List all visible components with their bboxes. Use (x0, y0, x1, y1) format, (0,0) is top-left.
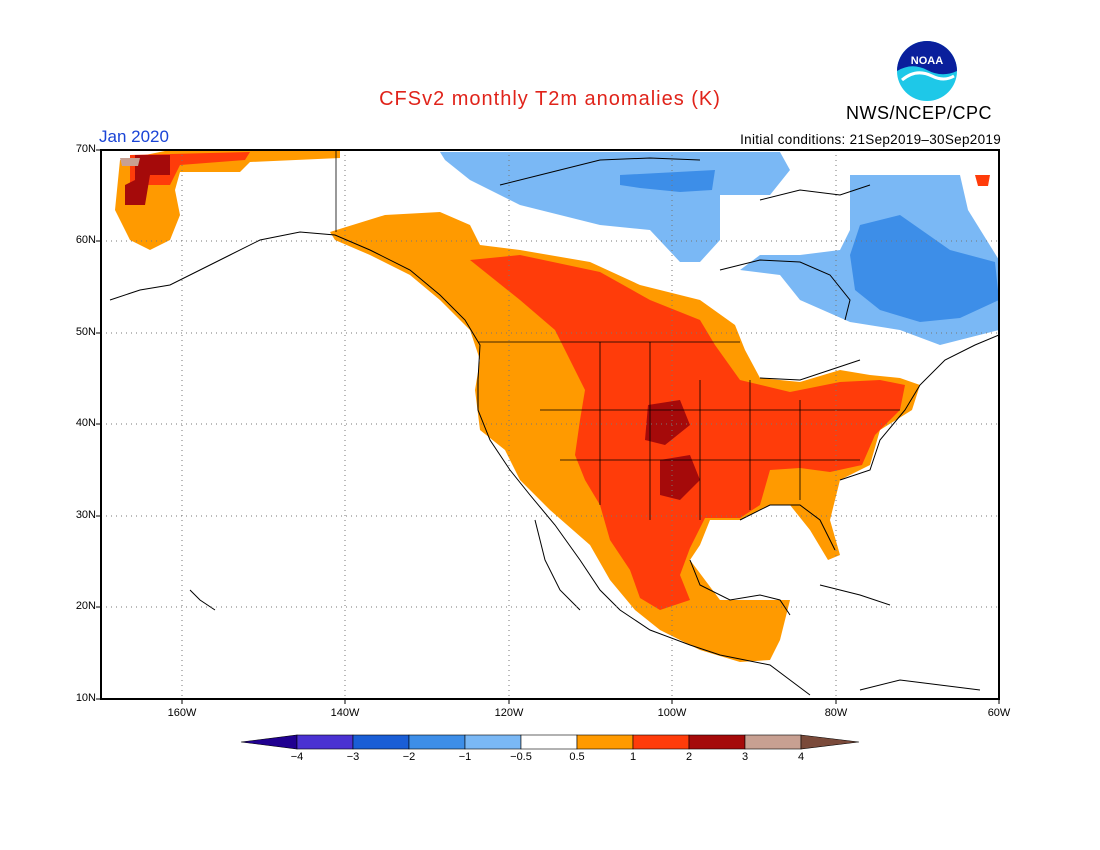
agency-label: NWS/NCEP/CPC (846, 103, 993, 123)
noaa-logo-text: NOAA (911, 55, 943, 67)
colorbar-label: −2 (402, 751, 416, 763)
lat-label: 70N (75, 143, 96, 155)
lon-label: 100W (657, 707, 687, 719)
colorbar-label: −1 (458, 751, 472, 763)
lat-label: 30N (75, 509, 96, 521)
colorbar-label: 2 (685, 751, 693, 763)
lon-label: 60W (987, 707, 1011, 719)
warm-anomaly-red (470, 255, 905, 610)
lat-label: 50N (75, 326, 96, 338)
colorbar-label: 0.5 (569, 751, 585, 763)
lon-label: 160W (167, 707, 197, 719)
lon-label: 80W (824, 707, 848, 719)
colorbar-label: −4 (290, 751, 304, 763)
colorbar-label: 1 (629, 751, 637, 763)
colorbar-label: −3 (346, 751, 360, 763)
warm-anomaly-dark-2 (660, 455, 700, 500)
forecast-month: Jan 2020 (99, 127, 169, 146)
lat-label: 10N (75, 692, 96, 704)
cold-anomaly-core-east (850, 215, 999, 322)
noaa-logo-icon: NOAA (897, 41, 957, 101)
lat-label: 20N (75, 600, 96, 612)
lon-label: 140W (330, 707, 360, 719)
colorbar-label: −0.5 (510, 751, 532, 763)
colorbar-label: 4 (797, 751, 805, 763)
cold-anomaly-core (620, 170, 715, 192)
colorbar-label: 3 (741, 751, 749, 763)
page-title: CFSv2 monthly T2m anomalies (K) (379, 88, 721, 110)
lat-label: 40N (75, 417, 96, 429)
lat-label: 60N (75, 234, 96, 246)
lon-label: 120W (494, 707, 524, 719)
initial-conditions: Initial conditions: 21Sep2019–30Sep2019 (740, 132, 1001, 147)
warm-anomaly-dark (645, 400, 690, 445)
